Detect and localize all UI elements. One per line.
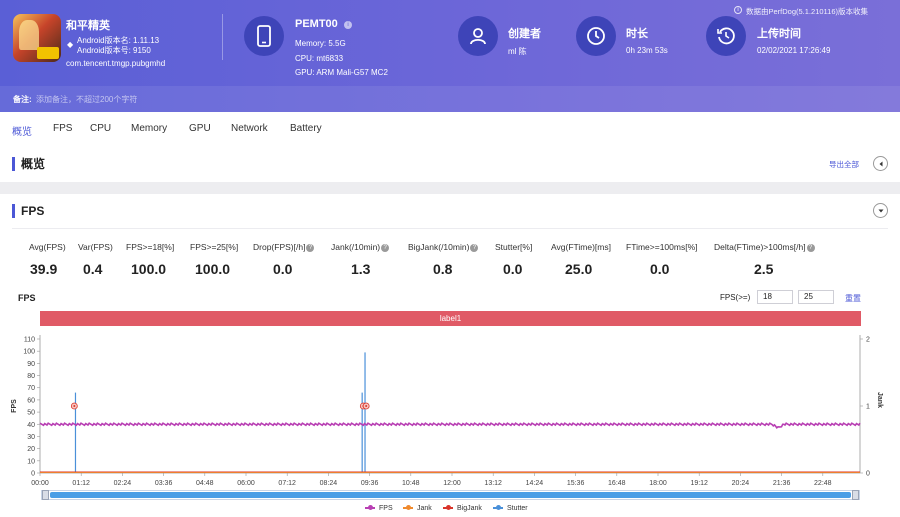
legend-dot bbox=[368, 505, 373, 511]
stat-value-fps25: 100.0 bbox=[195, 261, 231, 277]
legend-bigjank[interactable]: BigJank bbox=[443, 505, 482, 512]
legend-dot bbox=[496, 505, 501, 511]
package-name: com.tencent.tmgp.pubgmhd bbox=[66, 59, 166, 68]
slider-handle-left[interactable] bbox=[42, 490, 49, 500]
app-name: 和平精英 bbox=[66, 20, 110, 32]
device-gpu: GPU: ARM Mali-G57 MC2 bbox=[295, 68, 388, 77]
stat-value-drop: 0.0 bbox=[273, 261, 293, 277]
stat-value-avg-fps: 39.9 bbox=[30, 261, 58, 277]
legend-stutter[interactable]: Stutter bbox=[493, 505, 528, 512]
tab-overview[interactable]: 概览 bbox=[12, 127, 32, 138]
threshold-label: FPS(>=) bbox=[720, 293, 751, 302]
stat-value-fps18: 100.0 bbox=[131, 261, 167, 277]
info-icon[interactable]: i bbox=[344, 21, 352, 29]
help-icon[interactable]: ? bbox=[470, 243, 479, 252]
stat-label-stutter: Stutter[%] bbox=[495, 242, 533, 252]
header-divider bbox=[222, 14, 223, 60]
creator-value: ml 陈 bbox=[508, 47, 527, 56]
tab-fps[interactable]: FPS bbox=[53, 123, 73, 134]
time-range-slider[interactable] bbox=[41, 490, 860, 500]
phone-icon bbox=[244, 16, 284, 56]
overview-title: 概览 bbox=[12, 157, 45, 171]
chart-heading: FPS bbox=[18, 293, 36, 303]
slider-handle-right[interactable] bbox=[852, 490, 859, 500]
label-bar[interactable]: label1 bbox=[40, 311, 861, 326]
help-icon[interactable]: ? bbox=[806, 243, 815, 252]
legend-jank[interactable]: Jank bbox=[403, 505, 432, 512]
tab-battery[interactable]: Battery bbox=[290, 123, 322, 134]
legend-dot bbox=[406, 505, 411, 511]
stat-value-jank: 1.3 bbox=[351, 261, 371, 277]
stat-label-drop: Drop(FPS)[/h]? bbox=[253, 242, 315, 252]
stat-label-ftime100: FTime>=100ms[%] bbox=[626, 242, 698, 252]
help-icon[interactable]: ? bbox=[306, 243, 315, 252]
fps-section-divider bbox=[12, 228, 888, 229]
collapse-button[interactable] bbox=[873, 156, 888, 171]
android-icon: ◆ bbox=[67, 40, 74, 49]
creator-label: 创建者 bbox=[508, 28, 541, 40]
help-icon[interactable]: ? bbox=[381, 243, 390, 252]
fps-section bbox=[0, 194, 900, 517]
upload-label: 上传时间 bbox=[757, 28, 801, 40]
stat-value-ftime100: 0.0 bbox=[650, 261, 670, 277]
chevron-down-icon bbox=[878, 209, 883, 212]
source-info-icon: i bbox=[734, 6, 742, 14]
reset-link[interactable]: 重置 bbox=[845, 294, 861, 303]
stat-value-stutter: 0.0 bbox=[503, 261, 523, 277]
tab-bar: 概览 FPS CPU Memory GPU Network Battery bbox=[0, 112, 900, 146]
version-code: Android版本号: 9150 bbox=[77, 46, 151, 55]
history-icon bbox=[706, 16, 746, 56]
device-memory: Memory: 5.5G bbox=[295, 39, 346, 48]
overview-section: 概览 导出全部 bbox=[0, 146, 900, 182]
duration-value: 0h 23m 53s bbox=[626, 46, 668, 55]
threshold-input-1[interactable]: 18 bbox=[757, 290, 793, 304]
stat-label-delta-ftime: Delta(FTime)>100ms[/h]? bbox=[714, 242, 815, 252]
threshold-input-2[interactable]: 25 bbox=[798, 290, 834, 304]
stat-label-avg-ftime: Avg(FTime)[ms] bbox=[551, 242, 611, 252]
duration-label: 时长 bbox=[626, 28, 648, 40]
export-all-link[interactable]: 导出全部 bbox=[829, 160, 859, 169]
stat-label-fps18: FPS>=18[%] bbox=[126, 242, 175, 252]
stat-label-bigjank: BigJank(/10min)? bbox=[408, 242, 479, 252]
label-bar-text: label1 bbox=[439, 314, 462, 323]
version-name: Android版本名: 1.11.13 bbox=[77, 36, 160, 45]
stat-label-fps25: FPS>=25[%] bbox=[190, 242, 239, 252]
slider-fill bbox=[50, 492, 851, 498]
stat-value-avg-ftime: 25.0 bbox=[565, 261, 593, 277]
upload-value: 02/02/2021 17:26:49 bbox=[757, 46, 831, 55]
device-name: PEMT00 bbox=[295, 18, 338, 30]
tab-gpu[interactable]: GPU bbox=[189, 123, 211, 134]
legend-dot bbox=[446, 505, 451, 511]
chevron-left-icon bbox=[879, 161, 882, 166]
expand-button[interactable] bbox=[873, 203, 888, 218]
app-icon bbox=[13, 14, 61, 62]
stat-value-bigjank: 0.8 bbox=[433, 261, 453, 277]
stat-label-avg-fps: Avg(FPS) bbox=[29, 242, 66, 252]
data-source-note: 数据由PerfDog(5.1.210116)版本收集 bbox=[746, 7, 868, 16]
stat-value-var-fps: 0.4 bbox=[83, 261, 103, 277]
stat-value-delta-ftime: 2.5 bbox=[754, 261, 774, 277]
legend-fps[interactable]: FPS bbox=[365, 505, 393, 512]
user-icon bbox=[458, 16, 498, 56]
tab-network[interactable]: Network bbox=[231, 123, 268, 134]
note-bar: 备注: 添加备注，不超过200个字符 bbox=[0, 86, 900, 112]
tab-memory[interactable]: Memory bbox=[131, 123, 168, 134]
tab-cpu[interactable]: CPU bbox=[90, 123, 112, 134]
stat-label-var-fps: Var(FPS) bbox=[78, 242, 113, 252]
note-input[interactable]: 添加备注，不超过200个字符 bbox=[36, 95, 138, 104]
clock-icon bbox=[576, 16, 616, 56]
device-cpu: CPU: mt6833 bbox=[295, 54, 344, 63]
note-label: 备注: bbox=[13, 95, 32, 104]
fps-section-title: FPS bbox=[12, 204, 44, 218]
stat-label-jank: Jank(/10min)? bbox=[331, 242, 390, 252]
report-header: 和平精英 ◆ Android版本名: 1.11.13 Android版本号: 9… bbox=[0, 0, 900, 112]
